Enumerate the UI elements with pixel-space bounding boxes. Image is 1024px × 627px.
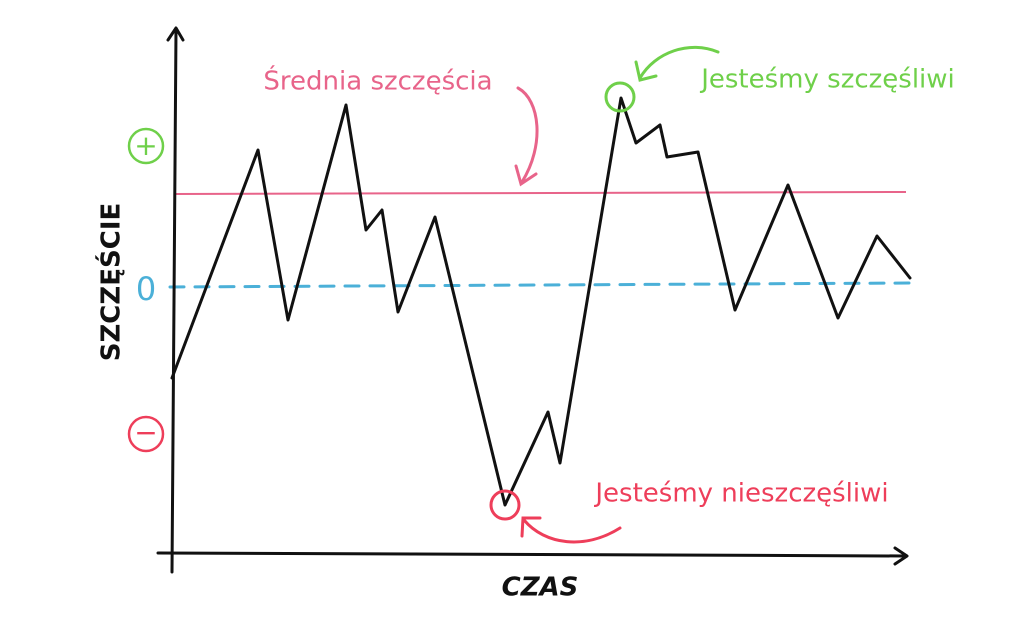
minus-circle	[127, 415, 165, 453]
average-arrow	[514, 86, 539, 187]
x-axis-label: CZAS	[502, 573, 579, 603]
happy-label: Jesteśmy szczęśliwi	[699, 65, 955, 95]
unhappy-label: Jesteśmy nieszczęśliwi	[593, 479, 888, 509]
plus-circle	[127, 127, 165, 165]
minus-sign: −	[134, 416, 157, 449]
plus-sign: +	[134, 129, 157, 162]
average-line	[174, 191, 907, 195]
unhappy-circle	[489, 489, 521, 521]
happy-arrow	[634, 45, 720, 82]
zero-sign: 0	[136, 270, 156, 308]
unhappy-arrow	[520, 516, 622, 544]
average-label: Średnia szczęścia	[263, 65, 492, 97]
happiness-line	[170, 96, 912, 507]
y-axis	[166, 26, 185, 574]
happy-circle	[604, 81, 636, 113]
x-axis	[156, 546, 909, 566]
y-axis-label: SZCZĘŚCIE	[95, 203, 127, 362]
